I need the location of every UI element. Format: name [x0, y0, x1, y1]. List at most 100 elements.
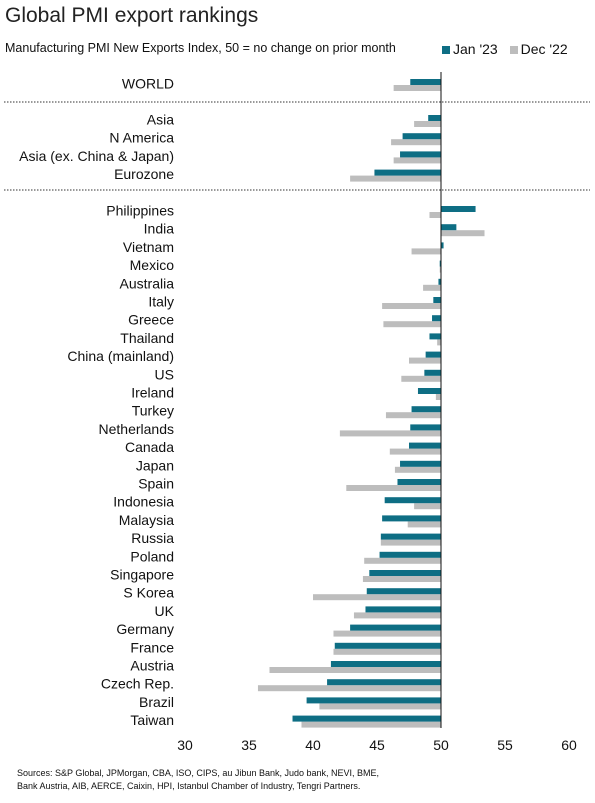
bar-jan	[350, 624, 441, 631]
category-label: Eurozone	[114, 166, 174, 182]
bar-dec	[423, 284, 441, 291]
bar-jan	[438, 278, 441, 285]
x-tick-label: 50	[433, 737, 449, 753]
bar-dec	[414, 503, 441, 510]
bar-jan	[441, 206, 476, 212]
bar-jan	[384, 497, 441, 504]
bar-dec	[380, 539, 441, 546]
category-label: Germany	[116, 621, 174, 637]
x-tick-label: 55	[497, 737, 513, 753]
legend-label-dec: Dec '22	[520, 41, 568, 57]
bar-dec	[394, 466, 441, 473]
category-label: Italy	[148, 294, 174, 310]
bar-dec	[437, 339, 441, 346]
category-label: Netherlands	[99, 421, 175, 437]
category-label: Japan	[136, 457, 174, 473]
bar-jan	[292, 715, 441, 722]
bar-jan	[330, 661, 441, 667]
bar-dec	[362, 576, 441, 582]
bar-jan	[429, 333, 441, 340]
category-label: Asia (ex. China & Japan)	[19, 148, 174, 164]
category-label: India	[144, 221, 175, 237]
bar-dec	[301, 721, 441, 728]
category-label: Greece	[128, 312, 174, 328]
x-tick-label: 40	[305, 737, 321, 753]
category-label: S Korea	[123, 585, 174, 601]
category-label: Mexico	[130, 257, 175, 273]
bar-jan	[409, 442, 441, 449]
category-label: Russia	[131, 530, 174, 546]
category-label: Australia	[120, 275, 175, 291]
chart-subtitle: Manufacturing PMI New Exports Index, 50 …	[5, 41, 396, 55]
legend-item-dec: Dec '22	[509, 41, 568, 57]
bar-jan	[327, 679, 441, 686]
bar-dec	[385, 412, 441, 419]
bar-dec	[269, 667, 441, 673]
x-tick-label: 45	[369, 737, 385, 753]
sources-line: Bank Austria, AIB, AERCE, Caixin, HPI, I…	[17, 781, 361, 791]
x-tick-label: 35	[241, 737, 257, 753]
bar-jan	[417, 388, 441, 394]
category-label: Czech Rep.	[101, 676, 174, 692]
category-label: Poland	[130, 548, 174, 564]
sources-note: Sources: S&P Global, JPMorgan, CBA, ISO,…	[17, 767, 587, 793]
x-tick-label: 60	[561, 737, 577, 753]
bar-jan	[397, 479, 441, 485]
bar-jan	[432, 315, 441, 322]
category-label: Philippines	[106, 203, 174, 219]
bar-dec	[339, 430, 441, 437]
category-label: Canada	[125, 439, 174, 455]
category-label: WORLD	[122, 76, 174, 92]
bar-jan	[425, 351, 441, 358]
legend-item-jan: Jan '23	[442, 41, 498, 57]
bar-dec	[441, 230, 485, 237]
category-label: Spain	[138, 476, 174, 492]
bar-dec	[439, 266, 441, 273]
bar-jan	[439, 260, 441, 267]
bar-jan	[306, 697, 441, 704]
category-label: Taiwan	[130, 712, 174, 728]
category-label: Indonesia	[113, 494, 174, 510]
bar-dec	[382, 303, 441, 309]
x-tick-label: 30	[177, 737, 193, 753]
bar-dec	[346, 485, 441, 491]
bar-dec	[353, 612, 441, 619]
bar-dec	[407, 521, 441, 528]
bar-jan	[382, 515, 441, 522]
category-label: Brazil	[139, 694, 174, 710]
bar-dec	[411, 248, 441, 255]
bar-dec	[393, 85, 441, 91]
bar-jan	[410, 424, 441, 431]
bar-dec	[333, 630, 441, 637]
bar-jan	[379, 551, 441, 558]
bar-dec	[393, 157, 441, 164]
bar-dec	[391, 139, 441, 146]
bar-dec	[389, 448, 441, 455]
bar-dec	[383, 321, 441, 328]
bar-jan	[402, 133, 441, 140]
category-label: France	[130, 639, 174, 655]
bar-dec	[401, 375, 441, 382]
bar-dec	[350, 175, 441, 182]
bar-jan	[433, 297, 441, 303]
bar-jan	[334, 642, 441, 649]
bar-jan	[369, 570, 441, 576]
bar-jan	[400, 151, 441, 158]
bar-jan	[411, 406, 441, 413]
bar-jan	[410, 79, 441, 85]
bar-dec	[257, 685, 441, 692]
category-label: Austria	[130, 658, 174, 674]
category-label: Turkey	[132, 403, 174, 419]
category-label: Malaysia	[119, 512, 174, 528]
bar-jan	[365, 606, 441, 613]
category-label: US	[155, 366, 174, 382]
bar-jan	[424, 369, 441, 376]
bar-dec	[364, 557, 441, 564]
bar-dec	[409, 357, 441, 364]
bar-dec	[435, 394, 441, 400]
category-label: UK	[155, 603, 175, 619]
bar-dec	[414, 121, 441, 127]
category-label: China (mainland)	[67, 348, 174, 364]
bar-jan	[380, 533, 441, 540]
